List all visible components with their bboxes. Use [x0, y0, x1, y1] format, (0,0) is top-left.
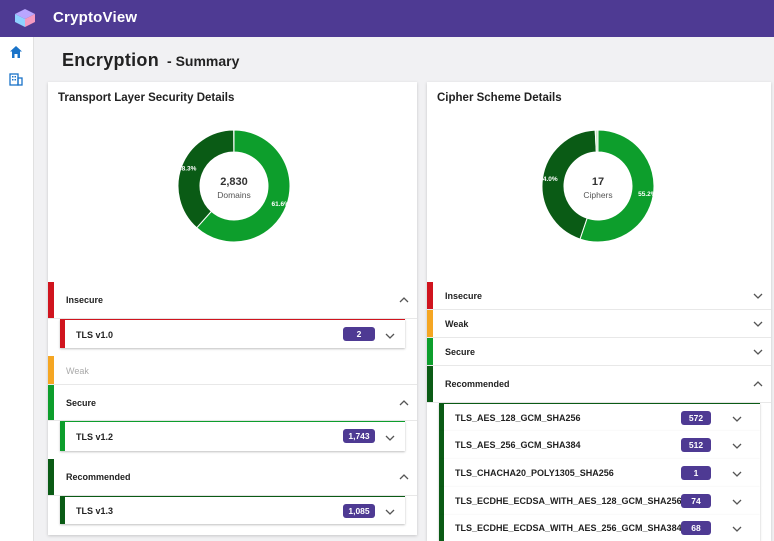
group-label: Recommended	[445, 379, 510, 389]
status-color-bar	[439, 515, 444, 541]
cube-logo-icon[interactable]	[14, 8, 36, 28]
tls-donut-slice-0[interactable]	[195, 129, 291, 243]
protocol-name: TLS v1.0	[76, 330, 114, 340]
count-badge: 2	[343, 327, 375, 341]
cipher-name: TLS_ECDHE_ECDSA_WITH_AES_128_GCM_SHA256	[455, 496, 682, 506]
status-color-bar	[427, 310, 433, 337]
cipher-item-row[interactable]: TLS_AES_256_GCM_SHA384 512	[439, 431, 760, 459]
chevron-down-icon[interactable]	[732, 471, 742, 477]
home-icon[interactable]	[9, 45, 23, 59]
group-label: Insecure	[445, 291, 483, 301]
chevron-down-icon[interactable]	[753, 293, 763, 299]
protocol-name: TLS v1.3	[76, 506, 114, 516]
tls-group-recommended[interactable]: Recommended	[48, 459, 417, 496]
group-label: Insecure	[66, 295, 104, 305]
status-color-bar	[60, 320, 65, 348]
status-color-bar	[60, 497, 65, 524]
tls-item-row[interactable]: TLS v1.2 1,743	[60, 421, 405, 451]
group-label: Weak	[66, 366, 89, 376]
cipher-item-row[interactable]: TLS_ECDHE_ECDSA_WITH_AES_256_GCM_SHA384 …	[439, 515, 760, 541]
group-label: Weak	[445, 319, 469, 329]
status-color-bar	[439, 404, 444, 431]
app-title: CryptoView	[53, 9, 138, 26]
chevron-down-icon[interactable]	[753, 349, 763, 355]
tls-item-row[interactable]: TLS v1.0 2	[60, 319, 405, 348]
count-badge: 512	[681, 438, 711, 452]
chevron-down-icon[interactable]	[753, 321, 763, 327]
building-icon[interactable]	[9, 72, 23, 86]
cipher-name: TLS_AES_256_GCM_SHA384	[455, 440, 581, 450]
page-heading: Encryption - Summary	[62, 50, 239, 71]
cipher-donut-chart: 55.2% 44.0% 17 Ciphers	[541, 129, 655, 243]
cipher-donut-total-unit: Ciphers	[583, 190, 612, 200]
tls-group-weak[interactable]: Weak	[48, 356, 417, 385]
tls-donut-slice-label-0: 61.6%	[271, 201, 290, 208]
status-color-bar	[60, 422, 65, 451]
tls-card-title: Transport Layer Security Details	[58, 92, 235, 104]
status-color-bar	[427, 282, 433, 309]
cipher-group-insecure[interactable]: Insecure	[427, 282, 771, 310]
side-nav	[0, 37, 34, 541]
chevron-up-icon[interactable]	[399, 400, 409, 406]
chevron-up-icon[interactable]	[399, 474, 409, 480]
cipher-donut-slice-0[interactable]	[579, 129, 655, 243]
app-header: CryptoView	[0, 0, 774, 37]
cipher-card: Cipher Scheme Details 55.2% 44.0% 17 Cipher…	[427, 82, 771, 541]
tls-group-secure[interactable]: Secure	[48, 385, 417, 421]
cipher-donut-total-value: 17	[592, 176, 604, 188]
cipher-name: TLS_AES_128_GCM_SHA256	[455, 413, 581, 423]
cipher-card-title: Cipher Scheme Details	[437, 92, 562, 104]
cipher-item-row[interactable]: TLS_AES_128_GCM_SHA256 572	[439, 403, 760, 431]
group-label: Secure	[66, 398, 97, 408]
count-badge: 1	[681, 466, 711, 480]
status-color-bar	[427, 338, 433, 365]
tls-donut-chart: 61.6% 38.3% 2,830 Domains	[177, 129, 291, 243]
chevron-down-icon[interactable]	[385, 435, 395, 441]
tls-group-insecure[interactable]: Insecure	[48, 282, 417, 319]
cipher-group-recommended[interactable]: Recommended	[427, 366, 771, 403]
page-title: Encryption	[62, 50, 160, 70]
cipher-donut-slice-1[interactable]	[541, 129, 597, 240]
cipher-item-row[interactable]: TLS_CHACHA20_POLY1305_SHA256 1	[439, 459, 760, 487]
cipher-donut-slice-label-0: 55.2%	[638, 191, 655, 198]
chevron-down-icon[interactable]	[732, 416, 742, 422]
status-color-bar	[48, 356, 54, 384]
cipher-donut-slice-2[interactable]	[594, 129, 599, 153]
page-subtitle: - Summary	[167, 53, 240, 69]
tls-donut-total-value: 2,830	[220, 176, 248, 188]
cipher-group-secure[interactable]: Secure	[427, 338, 771, 366]
count-badge: 68	[681, 521, 711, 535]
status-color-bar	[48, 282, 54, 318]
chevron-down-icon[interactable]	[385, 333, 395, 339]
tls-donut-slice-1[interactable]	[177, 129, 235, 229]
status-color-bar	[439, 487, 444, 515]
cipher-donut-slice-label-1: 44.0%	[541, 176, 558, 183]
group-label: Recommended	[66, 472, 131, 482]
protocol-name: TLS v1.2	[76, 432, 114, 442]
status-color-bar	[48, 459, 54, 495]
cipher-group-weak[interactable]: Weak	[427, 310, 771, 338]
group-label: Secure	[445, 347, 476, 357]
tls-donut-total-unit: Domains	[217, 190, 251, 200]
cipher-item-row[interactable]: TLS_ECDHE_ECDSA_WITH_AES_128_GCM_SHA256 …	[439, 487, 760, 515]
chevron-up-icon[interactable]	[753, 381, 763, 387]
chevron-down-icon[interactable]	[732, 443, 742, 449]
status-color-bar	[439, 459, 444, 487]
cipher-name: TLS_CHACHA20_POLY1305_SHA256	[455, 468, 614, 478]
count-badge: 572	[681, 411, 711, 425]
count-badge: 74	[681, 494, 711, 508]
tls-card: Transport Layer Security Details 61.6% 38…	[48, 82, 417, 535]
status-color-bar	[439, 431, 444, 459]
chevron-up-icon[interactable]	[399, 297, 409, 303]
tls-donut-slice-label-1: 38.3%	[178, 165, 197, 172]
chevron-down-icon[interactable]	[385, 509, 395, 515]
status-color-bar	[48, 385, 54, 420]
count-badge: 1,743	[343, 429, 375, 443]
tls-item-row[interactable]: TLS v1.3 1,085	[60, 496, 405, 524]
chevron-down-icon[interactable]	[732, 526, 742, 532]
count-badge: 1,085	[343, 504, 375, 518]
cipher-name: TLS_ECDHE_ECDSA_WITH_AES_256_GCM_SHA384	[455, 523, 682, 533]
status-color-bar	[427, 366, 433, 402]
chevron-down-icon[interactable]	[732, 499, 742, 505]
